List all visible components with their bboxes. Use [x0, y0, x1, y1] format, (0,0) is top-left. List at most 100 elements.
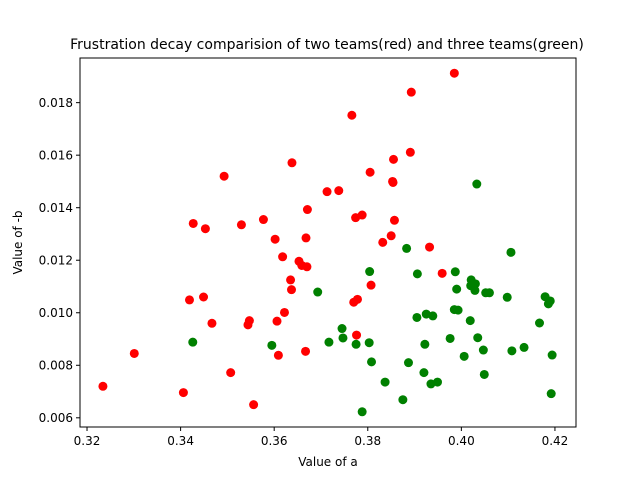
data-point: [270, 234, 280, 244]
x-axis-label: Value of a: [298, 455, 358, 469]
data-point: [258, 215, 268, 225]
x-tick-label: 0.38: [354, 434, 381, 448]
data-point: [226, 368, 236, 378]
data-point: [313, 287, 323, 297]
data-point: [286, 275, 296, 285]
data-point: [334, 186, 344, 196]
data-point: [338, 333, 348, 343]
data-point: [470, 285, 480, 295]
data-point: [207, 318, 217, 328]
data-point: [546, 389, 556, 399]
x-tick-label: 0.32: [74, 434, 101, 448]
data-point: [188, 337, 198, 347]
data-point: [236, 220, 246, 230]
data-point: [199, 292, 209, 302]
data-point: [352, 294, 362, 304]
data-point: [473, 333, 483, 343]
data-point: [389, 215, 399, 225]
data-point: [364, 338, 374, 348]
x-tick-label: 0.36: [261, 434, 288, 448]
x-axis: 0.32 0.34 0.36 0.38 0.40 0.42: [74, 427, 569, 448]
data-point: [366, 280, 376, 290]
data-point: [453, 305, 463, 315]
data-point: [337, 324, 347, 334]
data-point: [402, 243, 412, 253]
data-point: [419, 368, 429, 378]
y-axis: 0.006 0.008 0.010 0.012 0.014 0.016 0.018: [39, 96, 80, 425]
data-point: [545, 296, 555, 306]
data-point: [301, 233, 311, 243]
data-point: [484, 288, 494, 298]
data-point: [445, 333, 455, 343]
data-point: [351, 339, 361, 349]
data-point: [219, 171, 229, 181]
data-point: [302, 205, 312, 215]
y-tick-label: 0.014: [39, 201, 73, 215]
data-point: [301, 346, 311, 356]
data-point: [273, 350, 283, 360]
data-point: [244, 316, 254, 326]
data-point: [178, 388, 188, 398]
data-point: [365, 167, 375, 177]
data-point: [398, 395, 408, 405]
data-point: [347, 110, 357, 120]
x-tick-label: 0.34: [167, 434, 194, 448]
data-point: [389, 154, 399, 164]
y-tick-label: 0.006: [39, 411, 73, 425]
data-point: [412, 312, 422, 322]
y-tick-label: 0.016: [39, 148, 73, 162]
y-tick-label: 0.018: [39, 96, 73, 110]
data-point: [452, 284, 462, 294]
data-point: [470, 279, 480, 289]
data-point: [365, 267, 375, 277]
data-point: [450, 267, 460, 277]
data-point: [324, 337, 334, 347]
data-point: [380, 377, 390, 387]
data-point: [465, 316, 475, 326]
data-point: [188, 218, 198, 228]
y-tick-label: 0.008: [39, 359, 73, 373]
data-point: [322, 187, 332, 197]
data-point: [412, 269, 422, 279]
data-point: [287, 158, 297, 168]
data-point: [378, 237, 388, 247]
data-point: [406, 87, 416, 97]
data-point: [478, 345, 488, 355]
data-point: [420, 339, 430, 349]
data-point: [535, 318, 544, 328]
data-point: [184, 295, 194, 305]
data-point: [437, 268, 447, 278]
data-point: [506, 247, 516, 257]
data-point: [249, 400, 259, 410]
data-point: [287, 285, 296, 295]
data-point: [479, 369, 489, 379]
data-point: [386, 231, 396, 241]
data-point: [279, 307, 289, 317]
y-tick-label: 0.012: [39, 254, 73, 268]
data-point: [278, 252, 288, 262]
data-point: [547, 350, 557, 360]
data-point: [507, 346, 517, 356]
plot-frame: [79, 57, 577, 428]
data-point: [200, 224, 210, 234]
data-point: [519, 342, 529, 352]
chart-title: Frustration decay comparision of two tea…: [70, 37, 584, 53]
data-point: [357, 407, 367, 417]
plot-area: [98, 68, 557, 417]
data-point: [267, 340, 277, 350]
data-point: [405, 147, 415, 157]
x-tick-label: 0.42: [542, 434, 569, 448]
data-point: [459, 351, 469, 361]
data-point: [432, 377, 442, 387]
data-point: [98, 381, 108, 391]
data-point: [449, 68, 459, 78]
data-point: [403, 358, 413, 368]
data-point: [302, 262, 312, 272]
x-tick-label: 0.40: [448, 434, 475, 448]
data-point: [357, 210, 367, 220]
data-point: [425, 242, 435, 252]
data-point: [367, 357, 377, 367]
data-point: [272, 316, 282, 326]
data-point: [428, 311, 438, 321]
